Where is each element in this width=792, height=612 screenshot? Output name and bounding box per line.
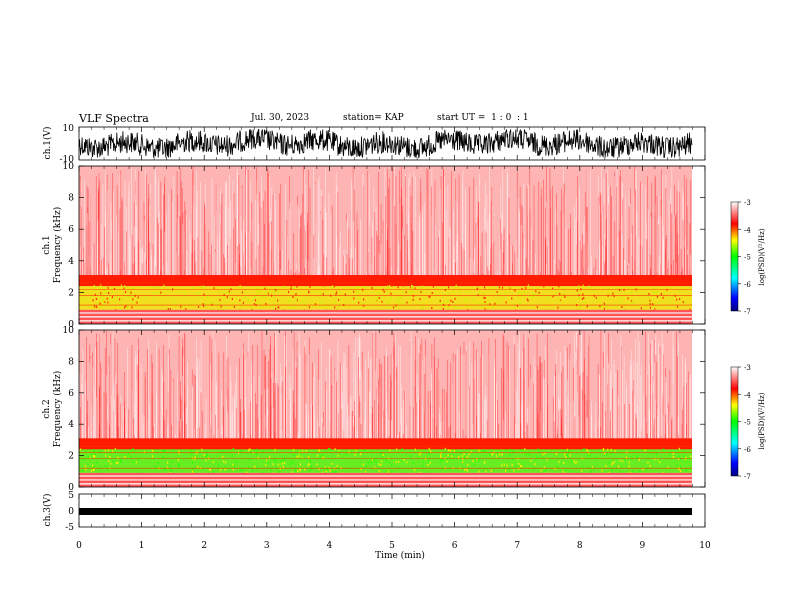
frequency-tick-label: 4 bbox=[68, 257, 74, 267]
time-xlabel: Time (min) bbox=[375, 550, 425, 561]
colorbar-tick-label: -6 bbox=[744, 446, 751, 454]
colorbar-tick-label: -3 bbox=[744, 199, 751, 207]
ch3-waveform-panel: 0 1 2 3 4 5 6 7 8 9 10 5 0 -5 ch.3(V) Time (min) bbox=[42, 491, 711, 561]
date-label: Jul. 30, 2023 bbox=[251, 113, 310, 123]
ch3-waveform-band bbox=[79, 508, 692, 515]
colorbar-tick-label: -7 bbox=[744, 308, 751, 316]
frequency-tick-label: 2 bbox=[68, 452, 74, 462]
frequency-tick-label: 0 bbox=[68, 320, 74, 330]
frequency-tick-label: 0 bbox=[68, 483, 74, 493]
station-label: station= KAP bbox=[343, 113, 404, 123]
ch1-colorbar: -3 -4 -5 -6 -7 log(PSD)(V²/Hz) bbox=[730, 199, 766, 316]
ch3-ytick-bottom: -5 bbox=[65, 523, 74, 533]
time-tick-label: 0 bbox=[76, 541, 82, 551]
colorbar-tick-label: -7 bbox=[744, 473, 751, 481]
time-tick-label: 8 bbox=[577, 541, 583, 551]
ch1-colorbar-label: log(PSD)(V²/Hz) bbox=[758, 228, 766, 285]
colorbar-tick-label: -6 bbox=[744, 281, 751, 289]
ch3-voltage-ylabel: ch.3(V) bbox=[42, 494, 53, 527]
colorbar-tick-label: -4 bbox=[744, 226, 751, 234]
colorbar-tick-label: -5 bbox=[744, 419, 751, 427]
ch1-voltage-ylabel: ch.1(V) bbox=[42, 127, 53, 160]
time-tick-label: 2 bbox=[201, 541, 207, 551]
time-tick-label: 9 bbox=[640, 541, 646, 551]
ch1-ytick-bottom: -10 bbox=[60, 155, 75, 165]
chart-title: VLF Spectra bbox=[79, 112, 149, 125]
ch1-spectrogram-panel: 0 2 4 6 8 10 ch.1 Frequency (kHz) bbox=[42, 162, 706, 330]
ch3-ytick-top: 5 bbox=[68, 491, 74, 501]
frequency-tick-label: 8 bbox=[68, 194, 74, 204]
frequency-tick-label: 4 bbox=[68, 420, 74, 430]
ch1-spectrogram-channel-label: ch.1 bbox=[42, 235, 52, 254]
time-tick-label: 5 bbox=[389, 541, 395, 551]
ch2-colorbar: -3 -4 -5 -6 -7 log(PSD)(V²/Hz) bbox=[730, 364, 766, 481]
frequency-tick-label: 2 bbox=[68, 288, 74, 298]
ch1-frequency-ylabel: Frequency (kHz) bbox=[52, 207, 63, 284]
time-tick-label: 4 bbox=[327, 541, 333, 551]
colorbar-tick-label: -5 bbox=[744, 254, 751, 262]
frequency-tick-label: 10 bbox=[63, 326, 75, 336]
ch2-colorbar-label: log(PSD)(V²/Hz) bbox=[758, 392, 766, 449]
colorbar-tick-label: -4 bbox=[744, 391, 751, 399]
frequency-tick-label: 10 bbox=[63, 162, 75, 172]
start-time-label: start UT = 1 : 0 : 1 bbox=[437, 113, 529, 123]
colorbar-tick-label: -3 bbox=[744, 364, 751, 372]
frequency-tick-label: 8 bbox=[68, 357, 74, 367]
ch1-ytick-top: 10 bbox=[63, 124, 75, 134]
time-tick-label: 3 bbox=[264, 541, 270, 551]
time-tick-label: 1 bbox=[139, 541, 145, 551]
frequency-tick-label: 6 bbox=[68, 389, 74, 399]
time-tick-label: 7 bbox=[514, 541, 520, 551]
ch2-spectrogram-panel: 0 2 4 6 8 10 ch.2 Frequency (kHz) bbox=[42, 326, 706, 493]
ch1-waveform-line bbox=[78, 128, 693, 159]
ch2-frequency-ylabel: Frequency (kHz) bbox=[52, 371, 63, 448]
ch2-spectrogram-channel-label: ch.2 bbox=[42, 399, 52, 418]
ch3-ytick-middle: 0 bbox=[68, 507, 74, 517]
time-tick-label: 6 bbox=[452, 541, 458, 551]
frequency-tick-label: 6 bbox=[68, 225, 74, 235]
ch1-waveform-panel: 10 -10 ch.1(V) bbox=[42, 124, 706, 165]
time-tick-label: 10 bbox=[699, 541, 711, 551]
